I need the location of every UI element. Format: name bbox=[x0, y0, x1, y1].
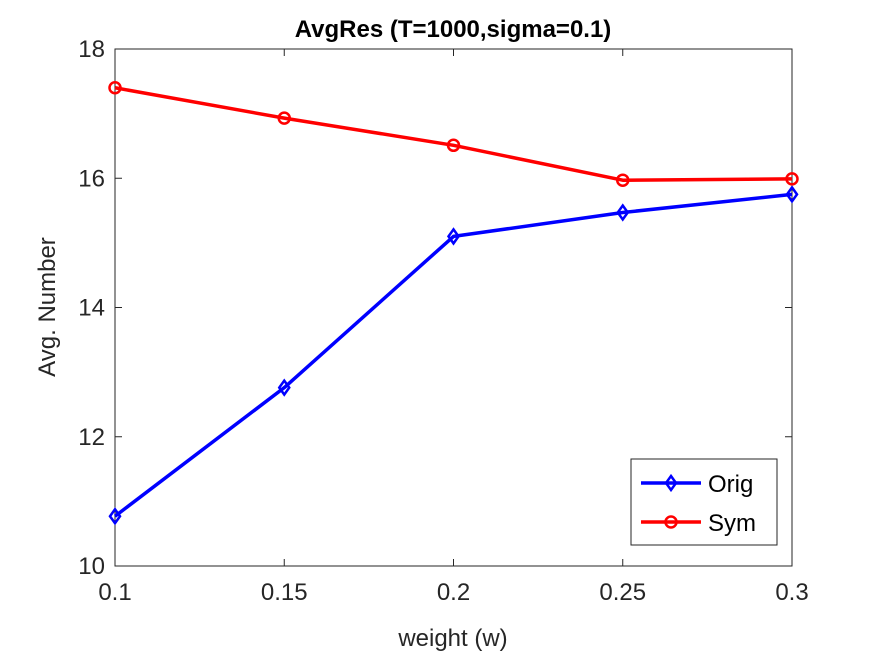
y-tick-label: 16 bbox=[78, 165, 105, 192]
axis-ticks: 0.1 0.15 0.2 0.25 0.3 10 12 14 16 18 bbox=[78, 36, 808, 606]
legend: Orig Sym bbox=[630, 458, 778, 546]
x-tick-label: 0.2 bbox=[437, 579, 470, 606]
series-line-sym bbox=[114, 86, 793, 182]
series-sym bbox=[108, 81, 799, 187]
x-axis-label: weight (w) bbox=[397, 625, 507, 652]
data-point-sym bbox=[785, 172, 799, 186]
legend-label-orig: Orig bbox=[708, 471, 753, 498]
data-point-sym bbox=[616, 173, 630, 187]
data-point-sym bbox=[277, 111, 291, 125]
data-point-orig bbox=[785, 185, 799, 204]
data-point-sym bbox=[446, 138, 461, 153]
legend-label-sym: Sym bbox=[708, 510, 756, 537]
legend-marker-sym bbox=[664, 515, 678, 529]
series-line-orig bbox=[113, 192, 793, 518]
x-tick-label: 0.25 bbox=[599, 579, 646, 606]
x-tick-label: 0.3 bbox=[775, 579, 808, 606]
series-orig bbox=[108, 185, 799, 526]
y-tick-label: 14 bbox=[78, 295, 105, 322]
legend-marker-orig bbox=[664, 473, 678, 493]
y-tick-label: 18 bbox=[78, 36, 105, 63]
series-layer bbox=[108, 81, 799, 526]
data-point-orig bbox=[446, 227, 461, 246]
chart-title: AvgRes (T=1000,sigma=0.1) bbox=[295, 16, 612, 43]
data-point-orig bbox=[277, 378, 291, 397]
y-tick-label: 12 bbox=[78, 424, 105, 451]
y-tick-label: 10 bbox=[78, 553, 105, 580]
data-point-orig bbox=[108, 507, 122, 526]
y-axis-label: Avg. Number bbox=[34, 237, 61, 377]
x-tick-label: 0.1 bbox=[98, 579, 131, 606]
data-point-orig bbox=[616, 203, 630, 222]
x-tick-label: 0.15 bbox=[261, 579, 308, 606]
data-point-sym bbox=[108, 81, 122, 95]
legend-box bbox=[630, 458, 778, 546]
